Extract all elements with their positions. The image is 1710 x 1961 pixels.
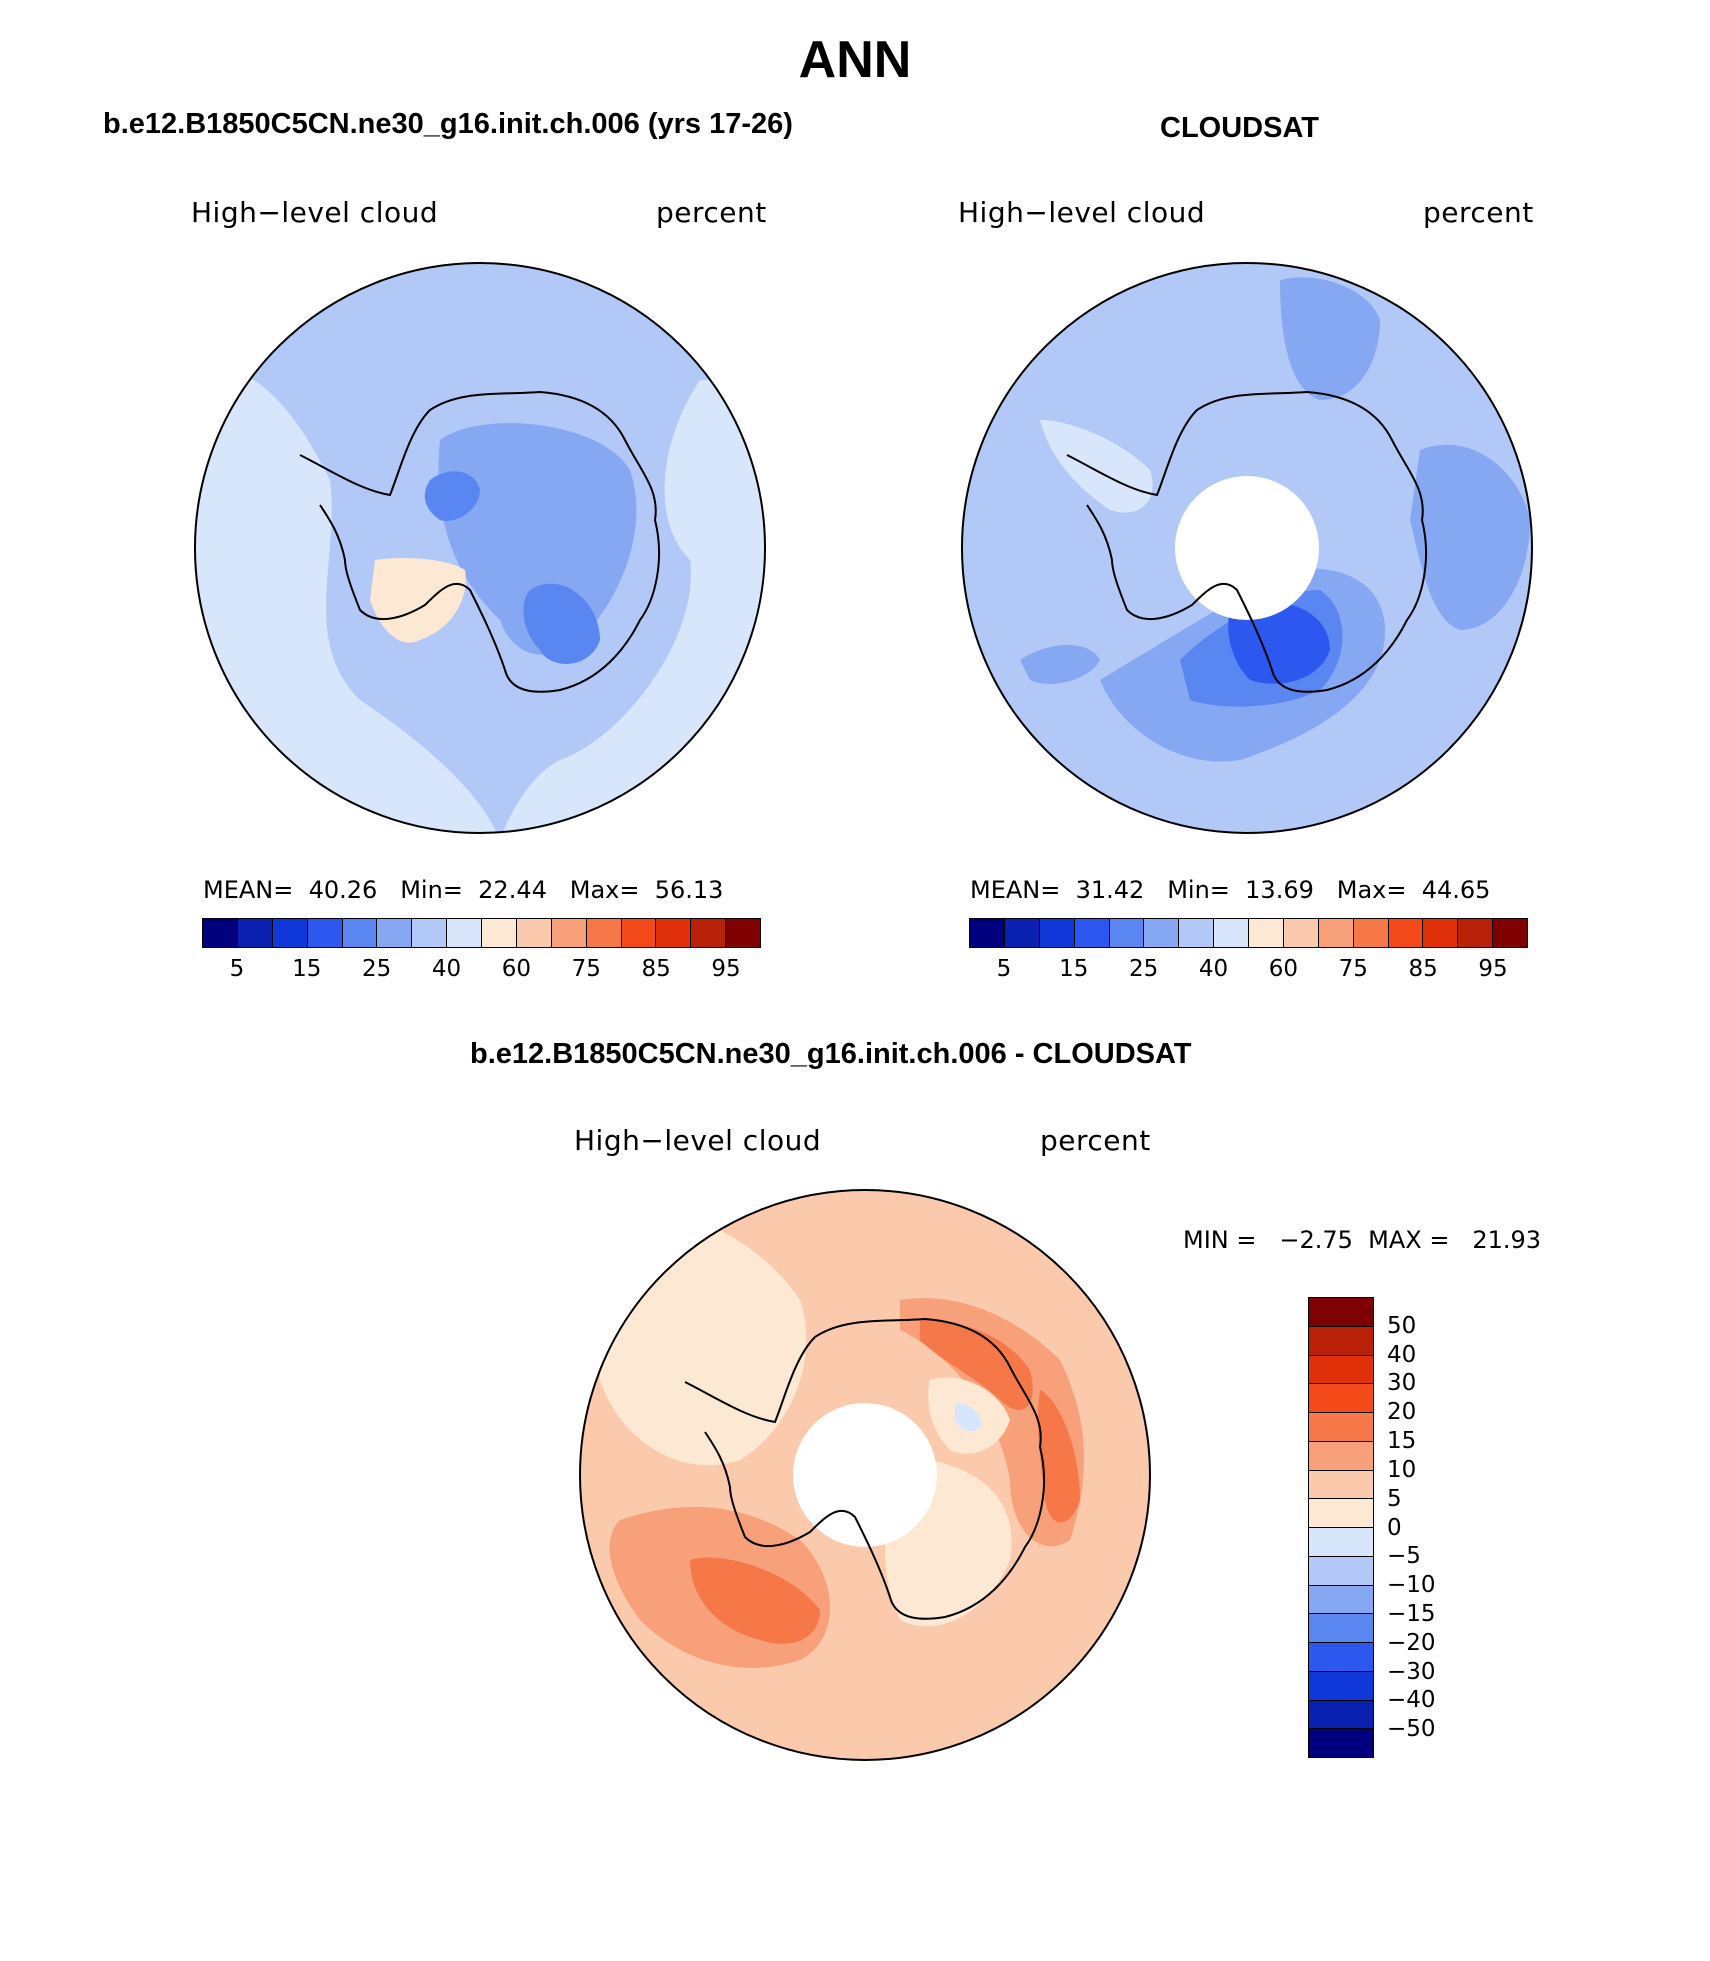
colorbar-box (1309, 1700, 1373, 1730)
test-stats: MEAN= 40.26 Min= 22.44 Max= 56.13 (203, 876, 724, 904)
colorbar-box (1214, 919, 1249, 947)
colorbar-tick-label: 40 (1198, 956, 1229, 982)
colorbar-box (1179, 919, 1215, 947)
colorbar-box (1309, 1384, 1373, 1413)
colorbar-box (1353, 919, 1389, 947)
colorbar-box (1309, 1614, 1373, 1643)
colorbar-box (1458, 919, 1494, 947)
colorbar-tick-label: −15 (1387, 1600, 1436, 1627)
main-title: ANN (798, 31, 912, 89)
colorbar-box (691, 919, 727, 947)
colorbar-box (237, 919, 273, 947)
colorbar-tick-label: −5 (1387, 1543, 1421, 1570)
colorbar-box (1309, 1326, 1373, 1356)
colorbar-box (1309, 1298, 1373, 1327)
colorbar-box (726, 919, 760, 947)
colorbar-box (1423, 919, 1459, 947)
obs-title: CLOUDSAT (1160, 112, 1319, 144)
colorbar-tick-label: 95 (1478, 956, 1508, 982)
colorbar-box (1309, 1643, 1373, 1672)
colorbar-box (1004, 919, 1040, 947)
colorbar-box (1388, 919, 1424, 947)
colorbar-tick-label: 30 (1387, 1370, 1417, 1397)
colorbar-box (1318, 919, 1354, 947)
colorbar-box (1309, 1499, 1373, 1528)
diff-units-label: percent (1040, 1124, 1151, 1157)
colorbar-tick-label: 15 (1059, 956, 1089, 982)
colorbar-box (1109, 919, 1145, 947)
colorbar-tick-label: 75 (1338, 956, 1368, 982)
colorbar-box (412, 919, 448, 947)
colorbar-tick-label: 0 (1387, 1514, 1402, 1541)
colorbar-box (1309, 1556, 1373, 1586)
colorbar-tick-label: −50 (1387, 1716, 1436, 1743)
colorbar-box (342, 919, 378, 947)
obs-colorbar (969, 918, 1528, 948)
colorbar-box (1309, 1413, 1373, 1442)
colorbar-box (1309, 1671, 1373, 1701)
colorbar-box (516, 919, 552, 947)
colorbar-tick-label: −20 (1387, 1629, 1436, 1656)
colorbar-box (621, 919, 657, 947)
colorbar-box (1144, 919, 1180, 947)
test-case-title: b.e12.B1850C5CN.ne30_g16.init.ch.006 (yr… (103, 108, 793, 140)
test-units-label: percent (656, 196, 767, 229)
colorbar-box (203, 919, 238, 947)
colorbar-box (1309, 1585, 1373, 1615)
colorbar-box (586, 919, 622, 947)
colorbar-tick-label: 5 (996, 956, 1012, 982)
colorbar-tick-label: 60 (501, 956, 532, 982)
colorbar-tick-label: 85 (641, 956, 671, 982)
colorbar-tick-label: 85 (1408, 956, 1438, 982)
colorbar-box (1309, 1470, 1373, 1500)
diff-colorbar (1308, 1297, 1374, 1758)
colorbar-box (1309, 1729, 1373, 1757)
colorbar-box (447, 919, 482, 947)
colorbar-tick-label: −40 (1387, 1687, 1436, 1714)
colorbar-tick-label: 5 (1387, 1485, 1402, 1512)
colorbar-box (1309, 1441, 1373, 1471)
test-variable-label: High−level cloud (191, 196, 439, 229)
colorbar-tick-label: 5 (229, 956, 245, 982)
colorbar-tick-label: 20 (1387, 1399, 1417, 1426)
colorbar-tick-label: 40 (431, 956, 462, 982)
colorbar-tick-label: 25 (1129, 956, 1159, 982)
colorbar-box (272, 919, 308, 947)
colorbar-box (1249, 919, 1284, 947)
colorbar-tick-label: 60 (1268, 956, 1299, 982)
colorbar-tick-label: 15 (292, 956, 322, 982)
colorbar-box (1039, 919, 1075, 947)
colorbar-box (482, 919, 517, 947)
diff-title: b.e12.B1850C5CN.ne30_g16.init.ch.006 - C… (470, 1038, 1192, 1070)
colorbar-box (1309, 1528, 1373, 1557)
test-colorbar (202, 918, 761, 948)
colorbar-tick-label: −10 (1387, 1572, 1436, 1599)
colorbar-tick-label: −30 (1387, 1658, 1436, 1685)
colorbar-tick-label: 95 (711, 956, 741, 982)
colorbar-box (307, 919, 343, 947)
colorbar-tick-label: 10 (1387, 1456, 1417, 1483)
colorbar-box (1493, 919, 1527, 947)
colorbar-box (970, 919, 1005, 947)
colorbar-box (1283, 919, 1319, 947)
colorbar-box (656, 919, 692, 947)
colorbar-tick-label: 75 (571, 956, 601, 982)
colorbar-box (1074, 919, 1110, 947)
colorbar-tick-label: 50 (1387, 1312, 1417, 1339)
colorbar-tick-label: 15 (1387, 1428, 1417, 1455)
colorbar-box (1309, 1355, 1373, 1385)
colorbar-box (551, 919, 587, 947)
colorbar-tick-label: 40 (1387, 1341, 1417, 1368)
obs-units-label: percent (1423, 196, 1534, 229)
obs-variable-label: High−level cloud (958, 196, 1206, 229)
colorbar-tick-label: 25 (362, 956, 392, 982)
colorbar-box (377, 919, 413, 947)
obs-stats: MEAN= 31.42 Min= 13.69 Max= 44.65 (970, 876, 1491, 904)
diff-stats: MIN = −2.75 MAX = 21.93 (1183, 1226, 1542, 1254)
diff-variable-label: High−level cloud (574, 1124, 822, 1157)
